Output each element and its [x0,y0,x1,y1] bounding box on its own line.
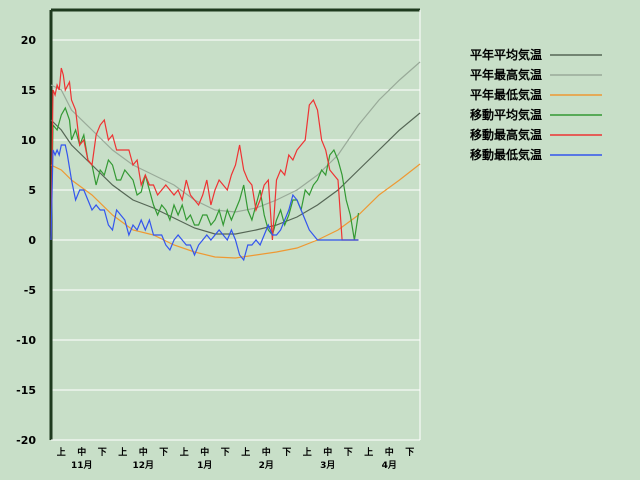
y-tick-label: -20 [16,434,36,447]
x-month-label: 12月 [132,460,154,471]
y-tick-label: 20 [21,34,37,47]
x-subtick-label: 中 [385,446,394,458]
x-subtick-label: 下 [344,447,353,458]
x-subtick-label: 下 [282,447,291,458]
legend-label: 移動平均気温 [470,107,542,122]
x-subtick-label: 下 [98,447,107,458]
x-subtick-label: 下 [405,447,414,458]
x-subtick-label: 上 [180,446,189,458]
y-axis-ticks: 20 15 10 5 0 -5 -10 -15 -20 [16,34,36,447]
plot-frame [49,8,421,441]
series-line-1 [50,61,421,213]
x-subtick-label: 下 [221,447,230,458]
x-month-label: 4月 [382,460,397,471]
x-subtick-label: 中 [139,446,148,458]
x-subtick-label: 中 [77,446,86,458]
x-subtick-label: 上 [118,446,127,458]
legend-label: 平年最高気温 [470,67,542,82]
y-tick-label: -10 [16,334,36,347]
legend-label: 移動最高気温 [470,127,542,142]
x-month-label: 1月 [197,460,212,471]
series-line-4 [50,67,359,241]
x-subtick-label: 上 [364,446,373,458]
legend-label: 平年平均気温 [470,47,542,62]
x-month-label: 3月 [320,460,335,471]
x-subtick-label: 上 [57,446,66,458]
series-lines [50,61,421,262]
x-subtick-label: 中 [323,446,332,458]
y-tick-label: -5 [24,284,36,297]
series-line-2 [50,163,421,259]
x-subtick-label: 下 [159,447,168,458]
x-axis-ticks: 上中下上中下上中下上中下上中下上中下11月 12月 1月 2月 3月 4月 [57,446,415,471]
series-line-0 [50,112,421,235]
legend-label: 平年最低気温 [470,87,542,102]
x-subtick-label: 中 [200,446,209,458]
x-subtick-label: 中 [262,446,271,458]
y-tick-label: 10 [21,134,37,147]
y-tick-label: 15 [21,84,36,97]
y-tick-label: 0 [28,234,36,247]
series-line-5 [50,144,359,262]
x-subtick-label: 上 [241,446,250,458]
x-subtick-label: 上 [303,446,312,458]
y-tick-label: -15 [16,384,36,397]
series-line-3 [50,106,360,241]
y-tick-label: 5 [28,184,36,197]
x-month-label: 2月 [259,460,274,471]
gridlines [51,39,420,391]
x-month-label: 11月 [71,460,93,471]
legend-label: 移動最低気温 [470,147,542,162]
